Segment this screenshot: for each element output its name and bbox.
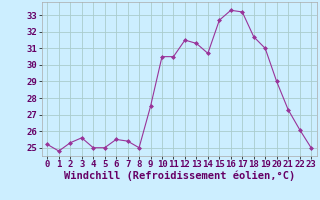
X-axis label: Windchill (Refroidissement éolien,°C): Windchill (Refroidissement éolien,°C) xyxy=(64,171,295,181)
